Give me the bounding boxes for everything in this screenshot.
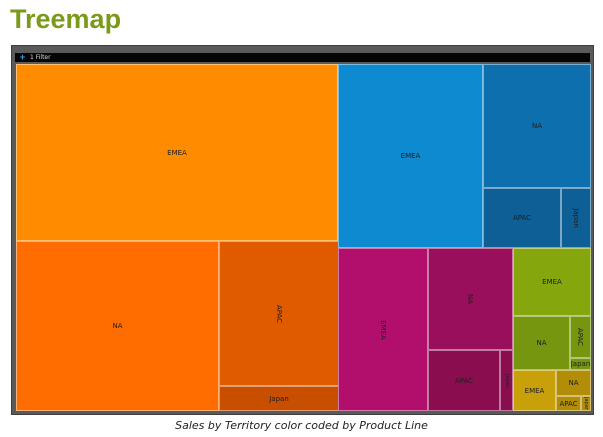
treemap-tile[interactable]: EMEA: [338, 248, 428, 411]
treemap-tile[interactable]: NA: [513, 316, 570, 370]
tile-label: EMEA: [400, 152, 421, 160]
tile-label: NA: [466, 293, 475, 305]
treemap-tile[interactable]: EMEA: [513, 248, 591, 316]
treemap-tile[interactable]: APAC: [428, 350, 500, 411]
tile-label: EMEA: [379, 319, 387, 340]
treemap-tile[interactable]: Japan: [570, 358, 591, 370]
filter-bar[interactable]: + 1 Filter: [15, 53, 590, 62]
treemap-tile[interactable]: Japan: [500, 350, 513, 411]
tile-label: Japan: [269, 394, 289, 403]
tile-label: Japan: [503, 373, 510, 388]
tile-label: APAC: [454, 376, 474, 385]
treemap-chart: EMEA NA APAC Japan EMEA NA APAC Japan EMEA NA APAC…: [16, 64, 591, 411]
treemap-tile[interactable]: NA: [16, 241, 219, 411]
treemap-tile[interactable]: Japan: [561, 188, 591, 248]
treemap-tile[interactable]: Japan: [219, 386, 339, 411]
tile-label: NA: [531, 122, 543, 130]
tile-label: APAC: [559, 399, 578, 408]
tile-label: EMEA: [167, 148, 187, 157]
treemap-tile[interactable]: EMEA: [338, 64, 483, 248]
tile-label: NA: [536, 339, 547, 347]
treemap-tile[interactable]: NA: [556, 370, 591, 396]
chart-caption: Sales by Territory color coded by Produc…: [175, 419, 428, 432]
tile-label: APAC: [512, 214, 532, 222]
page-title: Treemap: [10, 4, 122, 34]
tile-label: NA: [568, 379, 579, 387]
tile-label: Japan: [583, 396, 590, 411]
treemap-tile[interactable]: APAC: [570, 316, 591, 358]
plus-icon[interactable]: +: [19, 52, 26, 62]
treemap-tile[interactable]: EMEA: [16, 64, 338, 241]
tile-label: APAC: [576, 327, 585, 347]
treemap-panel: + 1 Filter EMEA NA APAC Japan EMEA NA APAC Japa…: [11, 45, 594, 415]
treemap-tile[interactable]: Japan: [581, 396, 591, 411]
tile-label: Japan: [572, 208, 580, 228]
tile-label: NA: [112, 322, 123, 330]
treemap-tile[interactable]: APAC: [556, 396, 581, 411]
tile-label: APAC: [275, 304, 283, 323]
tile-label: EMEA: [524, 386, 545, 395]
tile-label: Japan: [570, 360, 591, 368]
filter-label[interactable]: 1 Filter: [30, 54, 51, 61]
treemap-tile[interactable]: NA: [428, 248, 513, 350]
treemap-tile[interactable]: APAC: [219, 241, 339, 386]
treemap-tile[interactable]: APAC: [483, 188, 561, 248]
treemap-tile[interactable]: EMEA: [513, 370, 556, 411]
tile-label: EMEA: [542, 278, 562, 286]
treemap-tile[interactable]: NA: [483, 64, 591, 188]
